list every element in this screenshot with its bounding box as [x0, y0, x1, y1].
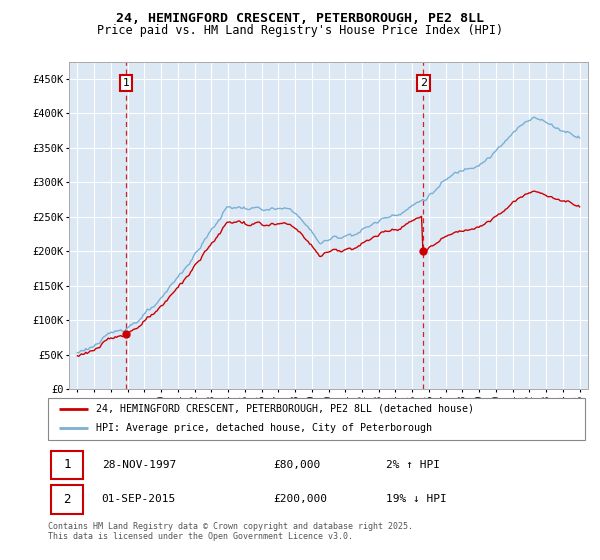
Bar: [50, 451, 83, 479]
Text: Contains HM Land Registry data © Crown copyright and database right 2025.
This d: Contains HM Land Registry data © Crown c…: [48, 522, 413, 542]
Text: 2: 2: [420, 78, 427, 88]
Bar: [50, 485, 83, 514]
Text: 24, HEMINGFORD CRESCENT, PETERBOROUGH, PE2 8LL: 24, HEMINGFORD CRESCENT, PETERBOROUGH, P…: [116, 12, 484, 25]
Text: 2: 2: [63, 493, 71, 506]
Text: 01-SEP-2015: 01-SEP-2015: [102, 494, 176, 505]
Text: 1: 1: [122, 78, 130, 88]
Text: Price paid vs. HM Land Registry's House Price Index (HPI): Price paid vs. HM Land Registry's House …: [97, 24, 503, 37]
Text: £200,000: £200,000: [274, 494, 328, 505]
Text: 2% ↑ HPI: 2% ↑ HPI: [386, 460, 440, 470]
Text: 28-NOV-1997: 28-NOV-1997: [102, 460, 176, 470]
Text: 24, HEMINGFORD CRESCENT, PETERBOROUGH, PE2 8LL (detached house): 24, HEMINGFORD CRESCENT, PETERBOROUGH, P…: [97, 404, 475, 414]
Text: 1: 1: [63, 459, 71, 472]
Text: £80,000: £80,000: [274, 460, 321, 470]
Text: HPI: Average price, detached house, City of Peterborough: HPI: Average price, detached house, City…: [97, 423, 433, 433]
Text: 19% ↓ HPI: 19% ↓ HPI: [386, 494, 447, 505]
